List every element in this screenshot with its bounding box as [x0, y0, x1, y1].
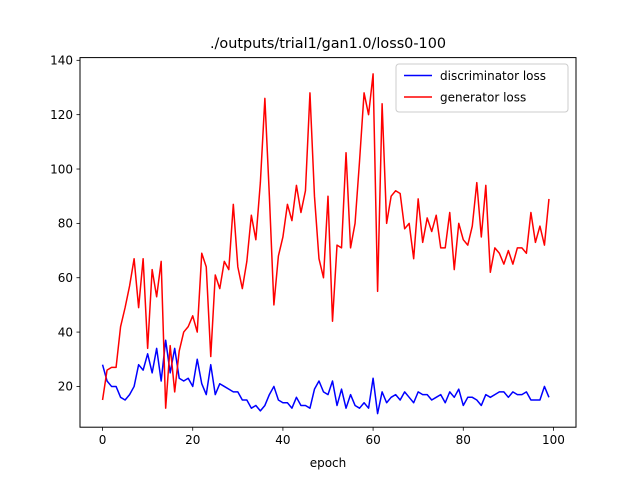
- y-tick-label: 80: [58, 217, 73, 231]
- x-tick-label: 80: [456, 433, 471, 447]
- y-tick-label: 140: [50, 54, 73, 68]
- chart-title: ./outputs/trial1/gan1.0/loss0-100: [210, 36, 446, 52]
- x-tick-label: 20: [185, 433, 200, 447]
- legend-label-generator: generator loss: [440, 91, 526, 105]
- x-tick-label: 40: [275, 433, 290, 447]
- series-line-generator: [101, 73, 550, 409]
- x-axis-label: epoch: [310, 456, 347, 470]
- y-tick-label: 40: [58, 325, 73, 339]
- x-tick-label: 100: [542, 433, 565, 447]
- x-tick-label: 0: [99, 433, 107, 447]
- y-tick-label: 100: [50, 162, 73, 176]
- y-tick-label: 60: [58, 271, 73, 285]
- legend: discriminator loss generator loss: [395, 63, 569, 113]
- x-tick-label: 60: [365, 433, 380, 447]
- legend-label-discriminator: discriminator loss: [440, 69, 546, 83]
- axis-ticks: 0 20 40 60 80 100 20 40 60 80 100 120 140: [50, 54, 565, 448]
- axes-frame: [79, 57, 577, 428]
- y-tick-label: 20: [58, 380, 73, 394]
- series-line-discriminator: [101, 339, 550, 415]
- y-tick-label: 120: [50, 108, 73, 122]
- legend-box: [395, 63, 569, 113]
- plot-lines: [101, 73, 550, 415]
